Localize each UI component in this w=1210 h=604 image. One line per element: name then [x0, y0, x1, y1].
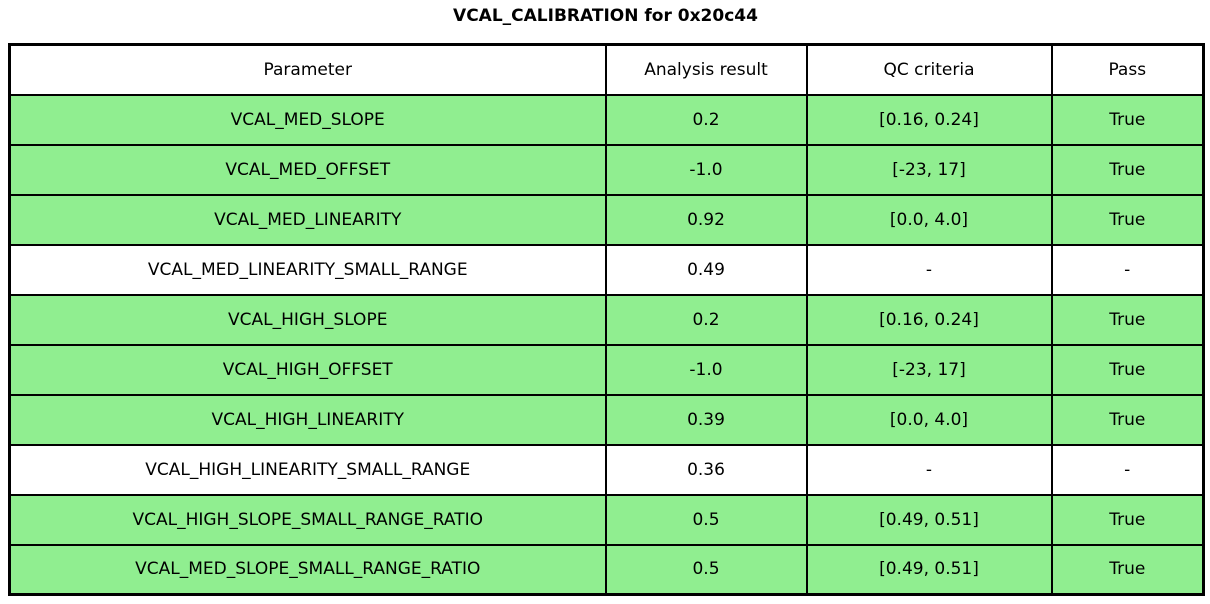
cell-parameter: VCAL_MED_OFFSET [8, 143, 607, 196]
header-pass: Pass [1050, 43, 1205, 96]
cell-result: 0.49 [604, 243, 808, 296]
cell-pass: True [1050, 493, 1205, 546]
cell-result: 0.5 [604, 543, 808, 596]
cell-pass: True [1050, 343, 1205, 396]
cell-criteria: [0.49, 0.51] [805, 493, 1053, 546]
table-header-row: Parameter Analysis result QC criteria Pa… [8, 43, 1205, 96]
cell-result: 0.36 [604, 443, 808, 496]
table-row: VCAL_MED_SLOPE_SMALL_RANGE_RATIO 0.5 [0.… [8, 543, 1205, 596]
table-row: VCAL_MED_LINEARITY 0.92 [0.0, 4.0] True [8, 193, 1205, 246]
header-qc-criteria: QC criteria [805, 43, 1053, 96]
cell-result: 0.92 [604, 193, 808, 246]
table-row: VCAL_HIGH_SLOPE_SMALL_RANGE_RATIO 0.5 [0… [8, 493, 1205, 546]
cell-criteria: [0.16, 0.24] [805, 93, 1053, 146]
cell-criteria: [0.0, 4.0] [805, 393, 1053, 446]
cell-pass: True [1050, 393, 1205, 446]
cell-pass: True [1050, 543, 1205, 596]
table-row: VCAL_HIGH_OFFSET -1.0 [-23, 17] True [8, 343, 1205, 396]
cell-result: 0.2 [604, 293, 808, 346]
table-row: VCAL_HIGH_LINEARITY 0.39 [0.0, 4.0] True [8, 393, 1205, 446]
cell-pass: True [1050, 193, 1205, 246]
cell-result: 0.5 [604, 493, 808, 546]
cell-pass: True [1050, 93, 1205, 146]
cell-criteria: - [805, 443, 1053, 496]
cell-criteria: [-23, 17] [805, 143, 1053, 196]
cell-criteria: [0.16, 0.24] [805, 293, 1053, 346]
cell-result: -1.0 [604, 343, 808, 396]
cell-parameter: VCAL_MED_SLOPE [8, 93, 607, 146]
cell-parameter: VCAL_HIGH_OFFSET [8, 343, 607, 396]
cell-pass: - [1050, 243, 1205, 296]
cell-pass: True [1050, 143, 1205, 196]
cell-criteria: [0.49, 0.51] [805, 543, 1053, 596]
table-row: VCAL_HIGH_SLOPE 0.2 [0.16, 0.24] True [8, 293, 1205, 346]
cell-pass: True [1050, 293, 1205, 346]
cell-result: 0.39 [604, 393, 808, 446]
cell-parameter: VCAL_HIGH_SLOPE [8, 293, 607, 346]
table-row: VCAL_MED_OFFSET -1.0 [-23, 17] True [8, 143, 1205, 196]
table-row: VCAL_MED_SLOPE 0.2 [0.16, 0.24] True [8, 93, 1205, 146]
cell-parameter: VCAL_MED_LINEARITY_SMALL_RANGE [8, 243, 607, 296]
cell-pass: - [1050, 443, 1205, 496]
cell-parameter: VCAL_HIGH_LINEARITY [8, 393, 607, 446]
header-parameter: Parameter [8, 43, 607, 96]
cell-result: 0.2 [604, 93, 808, 146]
table-row: VCAL_MED_LINEARITY_SMALL_RANGE 0.49 - - [8, 243, 1205, 296]
cell-result: -1.0 [604, 143, 808, 196]
cell-parameter: VCAL_MED_SLOPE_SMALL_RANGE_RATIO [8, 543, 607, 596]
cell-criteria: [-23, 17] [805, 343, 1053, 396]
qc-table: Parameter Analysis result QC criteria Pa… [8, 43, 1205, 596]
page-title: VCAL_CALIBRATION for 0x20c44 [453, 6, 758, 26]
cell-parameter: VCAL_HIGH_LINEARITY_SMALL_RANGE [8, 443, 607, 496]
table-row: VCAL_HIGH_LINEARITY_SMALL_RANGE 0.36 - - [8, 443, 1205, 496]
cell-parameter: VCAL_MED_LINEARITY [8, 193, 607, 246]
cell-criteria: [0.0, 4.0] [805, 193, 1053, 246]
header-analysis-result: Analysis result [604, 43, 808, 96]
cell-criteria: - [805, 243, 1053, 296]
cell-parameter: VCAL_HIGH_SLOPE_SMALL_RANGE_RATIO [8, 493, 607, 546]
